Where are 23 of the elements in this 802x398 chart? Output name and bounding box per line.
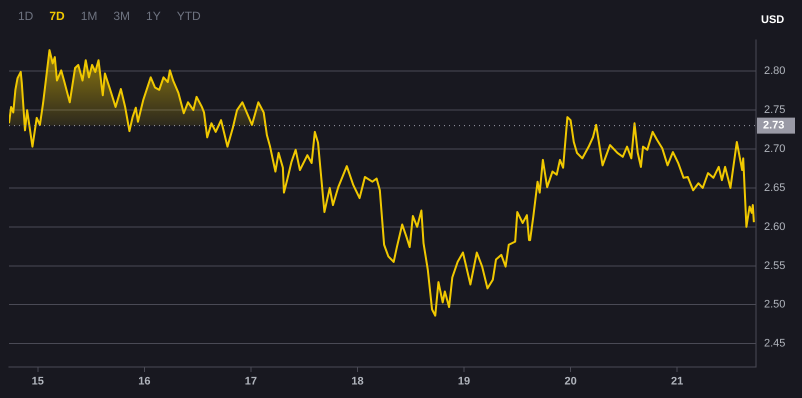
y-tick-label: 2.55 (764, 260, 786, 272)
text: 3M (112, 8, 132, 25)
y-tick-label: 2.50 (764, 298, 786, 311)
text: 1M (80, 8, 98, 25)
x-tick-label: 15 (32, 376, 44, 388)
x-tick-label: 20 (564, 376, 577, 388)
text: 1D (17, 8, 34, 25)
y-tick-label: 2.75 (764, 104, 786, 116)
y-tick-label: 2.45 (764, 338, 786, 350)
y-tick-label: 2.65 (764, 182, 786, 194)
text: 7D (48, 8, 66, 25)
y-tick-label: 2.60 (764, 220, 786, 233)
y-tick-label: 2.70 (764, 143, 786, 156)
x-tick-label: 21 (671, 376, 684, 388)
x-tick-label: 18 (351, 376, 364, 388)
x-tick-label: 16 (138, 376, 150, 388)
x-tick-label: 17 (244, 376, 258, 388)
x-tick-label: 19 (458, 376, 470, 388)
text: 1Y (145, 8, 162, 25)
ref-line-label: 2.73 (763, 120, 784, 132)
text: YTD (176, 8, 202, 25)
y-axis-title: USD (761, 14, 784, 26)
y-tick-label: 2.80 (764, 65, 786, 78)
